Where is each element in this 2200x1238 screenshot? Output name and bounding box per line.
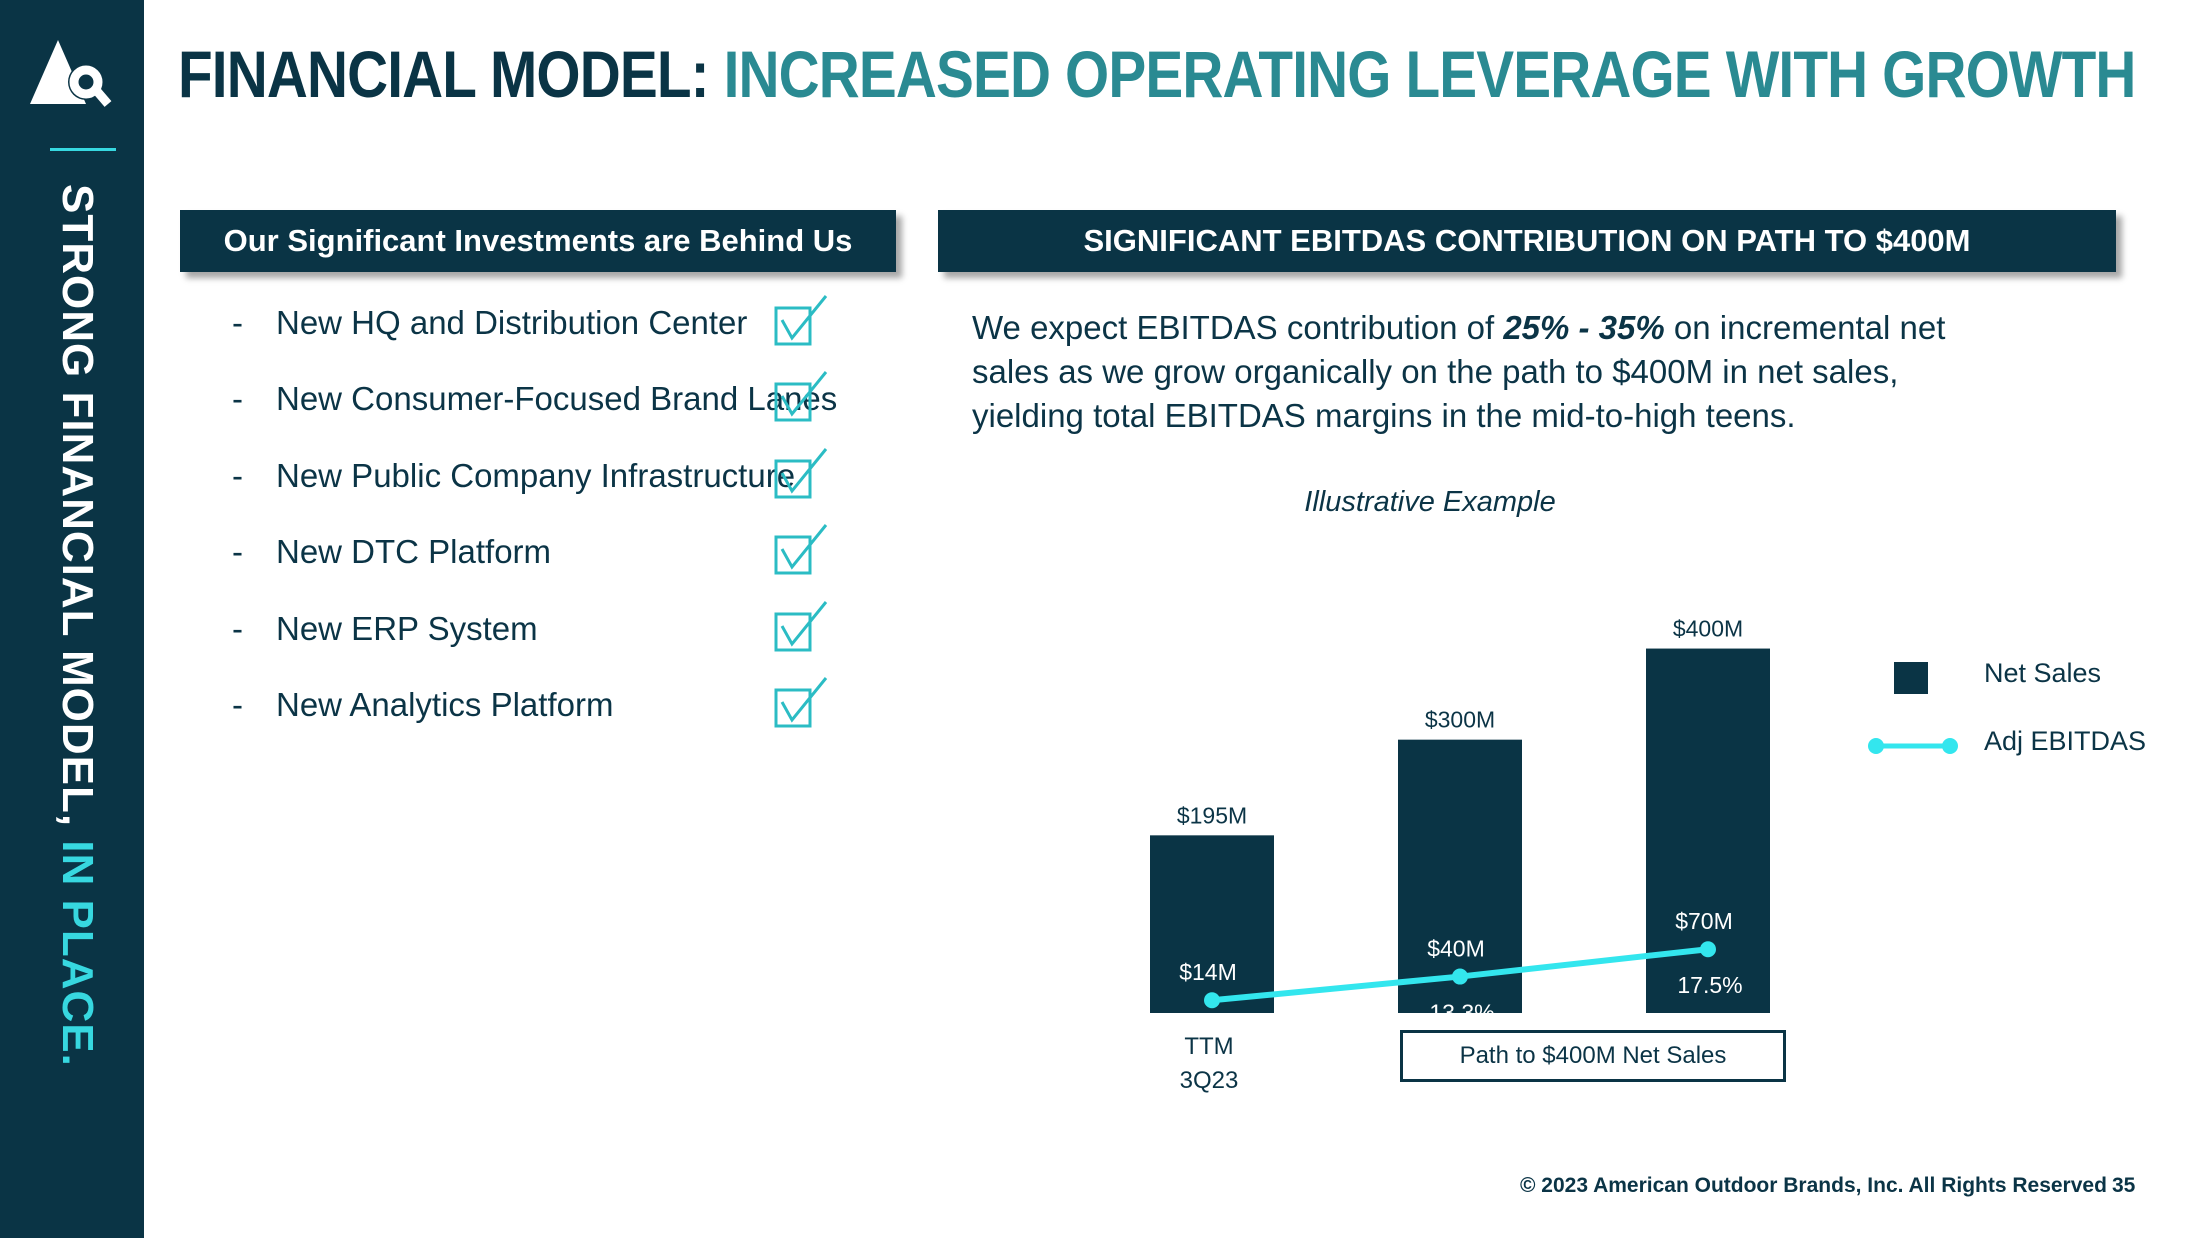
- category-ttm-line2: 3Q23: [1179, 1067, 1239, 1094]
- title-part2: INCREASED OPERATING LEVERAGE WITH GROWTH: [723, 37, 2137, 111]
- sidebar: STRONG FINANCIAL MODEL, IN PLACE.: [0, 0, 144, 1238]
- category-ttm-line1: TTM: [1184, 1033, 1234, 1060]
- line-point-adj-ebitdas: [1452, 968, 1468, 985]
- bar-net-sales: [1398, 739, 1522, 1013]
- list-item: - New Analytics Platform: [232, 676, 832, 752]
- path-group-label: Path to $400M Net Sales: [1400, 1030, 1786, 1082]
- page-title: FINANCIAL MODEL: INCREASED OPERATING LEV…: [178, 36, 2136, 112]
- desc-text-before: We expect EBITDAS contribution of: [972, 309, 1504, 346]
- checkbox-checked-icon: [774, 524, 828, 575]
- list-item-label: New Analytics Platform: [276, 685, 614, 723]
- page-number: 35: [2112, 1174, 2136, 1197]
- list-item: - New Public Company Infrastructure: [232, 447, 832, 523]
- ebitdas-value-label: $40M: [1427, 936, 1485, 962]
- bar-value-label: $400M: [1673, 616, 1743, 642]
- list-dash: -: [232, 456, 243, 494]
- list-dash: -: [232, 304, 243, 341]
- legend-label-adj-ebitdas: Adj EBITDAS: [1984, 726, 2147, 756]
- list-item-label: New HQ and Distribution Center: [276, 304, 748, 341]
- bar-net-sales: [1150, 835, 1274, 1013]
- ebitdas-value-label: $14M: [1179, 959, 1237, 985]
- line-point-adj-ebitdas: [1700, 941, 1716, 958]
- checkbox-checked-icon: [774, 295, 828, 346]
- ebitdas-margin-label: 17.5%: [1677, 972, 1742, 998]
- list-item-label: New Public Company Infrastructure: [276, 456, 796, 494]
- checkbox-checked-icon: [774, 600, 828, 652]
- sidebar-vertical-text: STRONG FINANCIAL MODEL, IN PLACE.: [52, 184, 102, 1067]
- legend-label-net-sales: Net Sales: [1984, 658, 2102, 688]
- investments-header: Our Significant Investments are Behind U…: [180, 210, 896, 272]
- list-item-label: New ERP System: [276, 609, 538, 647]
- logo-divider: [50, 148, 116, 151]
- bar-value-label: $300M: [1425, 707, 1495, 733]
- ebitdas-value-label: $70M: [1675, 908, 1733, 934]
- list-item-label: New Consumer-Focused Brand Lanes: [276, 380, 838, 418]
- list-item: - New DTC Platform: [232, 523, 832, 599]
- list-dash: -: [232, 380, 243, 418]
- list-item-label: New DTC Platform: [276, 533, 552, 571]
- sidebar-text-accent: IN PLACE.: [53, 840, 102, 1067]
- list-dash: -: [232, 685, 243, 723]
- sidebar-text-main: STRONG FINANCIAL MODEL,: [53, 184, 102, 841]
- list-dash: -: [232, 533, 243, 571]
- list-dash: -: [232, 609, 243, 647]
- list-item: - New HQ and Distribution Center: [232, 294, 832, 370]
- legend-swatch-net-sales: [1894, 662, 1928, 694]
- bar-value-label: $195M: [1177, 802, 1247, 828]
- category-ttm-label: TTM 3Q23: [1150, 1030, 1268, 1098]
- checkbox-checked-icon: [774, 677, 828, 728]
- desc-emphasis: 25% - 35%: [1503, 309, 1665, 346]
- ebitdas-header: SIGNIFICANT EBITDAS CONTRIBUTION ON PATH…: [938, 210, 2116, 272]
- desc-text-after: on incremental net sales as we grow orga…: [972, 309, 1946, 434]
- chart-subtitle: Illustrative Example: [1304, 486, 1556, 518]
- line-point-adj-ebitdas: [1204, 992, 1220, 1009]
- ebitdas-margin-label: 7.3%: [1188, 1023, 1240, 1049]
- legend-line-adj-ebitdas: [1868, 738, 1958, 754]
- checkbox-checked-icon: [774, 447, 828, 499]
- investments-list: - New HQ and Distribution Center - New Cons…: [232, 294, 837, 752]
- ebitdas-chart: $195M $300M $400M $14M 7.3% $40M 13.3% $70M 17.5…: [1150, 616, 1770, 1049]
- list-item: - New ERP System: [232, 600, 832, 676]
- ebitdas-description: We expect EBITDAS contribution of 25% - …: [972, 306, 1972, 438]
- list-item: - New Consumer-Focused Brand Lanes: [232, 370, 837, 446]
- company-logo-icon: [30, 40, 112, 107]
- title-part1: FINANCIAL MODEL:: [178, 37, 724, 111]
- ebitdas-margin-label: 13.3%: [1429, 1000, 1494, 1026]
- bar-net-sales: [1646, 648, 1770, 1013]
- checkbox-checked-icon: [774, 371, 828, 422]
- copyright-footer: © 2023 American Outdoor Brands, Inc. All…: [1520, 1174, 2107, 1197]
